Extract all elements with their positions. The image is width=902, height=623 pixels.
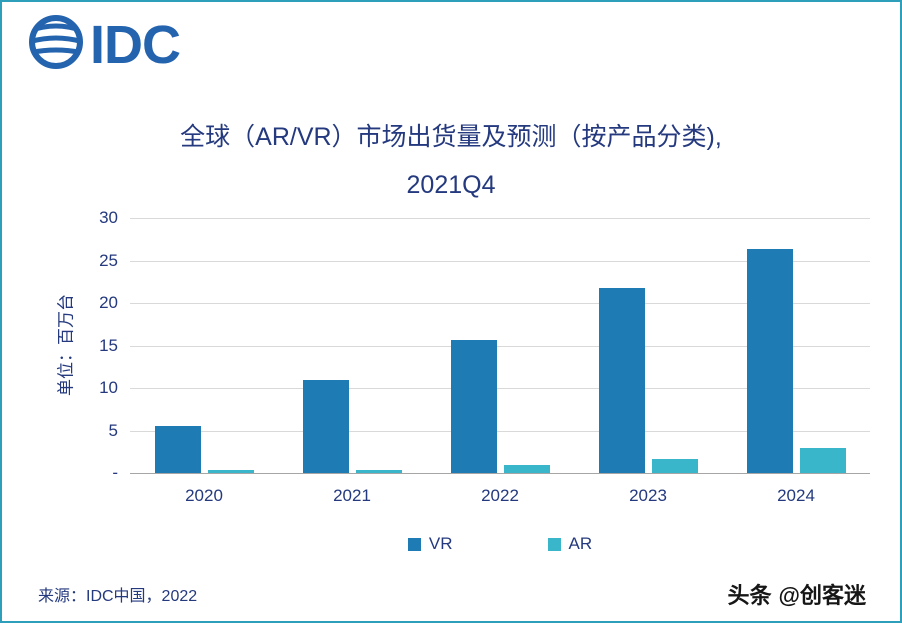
watermark-brand: 头条 (727, 583, 772, 608)
y-tick-label: 15 (99, 335, 118, 355)
legend-swatch-ar (547, 537, 561, 551)
y-tick-label: 25 (99, 250, 118, 270)
legend-label: AR (568, 534, 593, 553)
globe-icon (28, 14, 84, 75)
gridline (130, 430, 870, 432)
chart-title: 全球（AR/VR）市场出货量及预测（按产品分类), 2021Q4 (2, 114, 900, 209)
chart-title-line1: 全球（AR/VR）市场出货量及预测（按产品分类), (180, 123, 722, 151)
source-note: 来源：IDC中国，2022 (38, 588, 198, 605)
legend: VR AR (130, 534, 870, 554)
vr-bar-2024 (746, 248, 793, 473)
x-tick-label: 2020 (185, 486, 223, 505)
vr-bar-2021 (302, 380, 349, 473)
y-tick-label: 30 (99, 208, 118, 227)
idc-logo: IDC (28, 14, 181, 75)
ar-bar-2023 (651, 459, 698, 473)
legend-swatch-vr (407, 537, 421, 551)
ar-bar-2020 (207, 470, 254, 473)
watermark: 头条 @创客迷 (728, 578, 866, 610)
x-tick-label: 2021 (333, 486, 371, 505)
ar-bar-2024 (799, 448, 846, 473)
y-tick-label: 20 (99, 293, 118, 312)
ar-bar-2021 (355, 470, 402, 473)
gridline (130, 260, 870, 262)
x-tick-label: 2022 (481, 486, 519, 505)
gridline (130, 345, 870, 347)
y-tick-label: 10 (99, 378, 118, 397)
idc-logo-text: IDC (90, 14, 181, 75)
vr-bar-2020 (154, 426, 201, 473)
x-axis-line (130, 473, 870, 474)
vr-bar-2022 (450, 340, 497, 473)
gridline (130, 388, 870, 389)
ar-bar-2022 (503, 465, 550, 473)
x-tick-label: 2023 (629, 486, 667, 505)
watermark-handle: @创客迷 (778, 583, 866, 608)
vr-bar-2023 (598, 287, 645, 473)
legend-label: VR (428, 534, 453, 553)
gridline (130, 303, 870, 304)
chart-title-line2: 2021Q4 (406, 170, 496, 199)
y-tick-label: - (112, 463, 118, 482)
legend-item-vr: VR (407, 534, 453, 554)
plot-area (130, 218, 870, 474)
gridline (130, 218, 870, 219)
x-tick-label: 2024 (777, 486, 815, 505)
x-axis-labels: 2020 2021 2022 2023 2024 (130, 486, 870, 510)
y-axis-ticks: 30 25 20 15 10 5 - (2, 208, 118, 482)
y-tick-label: 5 (108, 420, 118, 440)
legend-item-ar: AR (547, 534, 593, 554)
